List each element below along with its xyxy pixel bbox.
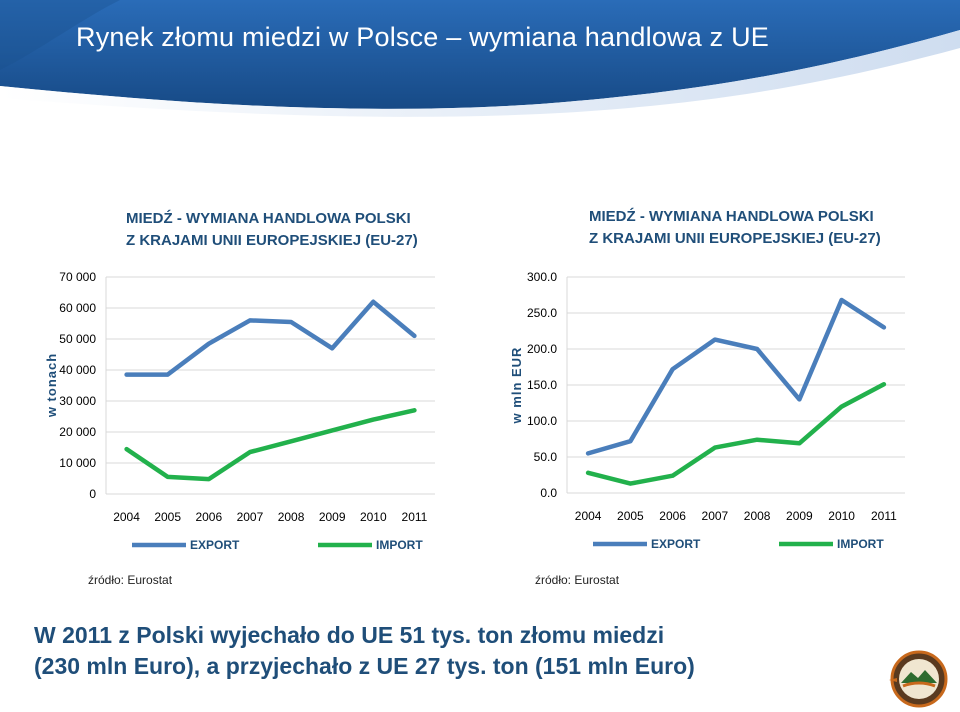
y-tick-labels: 0.0 50.0 100.0 150.0 200.0 250.0 300.0 [527, 270, 557, 500]
series-lines [124, 299, 417, 482]
legend: EXPORT IMPORT [132, 538, 423, 552]
x-tick-label: 2009 [786, 509, 813, 523]
y-tick-label: 300.0 [527, 270, 557, 284]
series-line-export [585, 297, 887, 456]
source-note-left: źródło: Eurostat [88, 573, 173, 587]
slide-header: Rynek złomu miedzi w Polsce – wymiana ha… [0, 0, 960, 120]
x-tick-label: 2010 [360, 510, 387, 524]
slide-title: Rynek złomu miedzi w Polsce – wymiana ha… [76, 22, 769, 52]
y-tick-label: 150.0 [527, 378, 557, 392]
x-tick-label: 2004 [113, 510, 140, 524]
y-tick-label: 50 000 [59, 332, 96, 346]
x-tick-label: 2007 [237, 510, 264, 524]
x-tick-label: 2005 [154, 510, 181, 524]
chart-title-line1: MIEDŹ - WYMIANA HANDLOWA POLSKI [126, 210, 411, 227]
y-tick-label: 10 000 [59, 456, 96, 470]
organization-logo [889, 650, 948, 708]
legend-label-import: IMPORT [376, 538, 423, 552]
y-tick-label: 200.0 [527, 342, 557, 356]
x-tick-label: 2006 [659, 509, 686, 523]
x-tick-label: 2008 [744, 509, 771, 523]
y-tick-label: 0 [89, 487, 96, 501]
source-note-right: źródło: Eurostat [535, 573, 620, 587]
chart-title-line2: Z KRAJAMI UNII EUROPEJSKIEJ (EU-27) [126, 232, 418, 249]
y-tick-labels: 0 10 000 20 000 30 000 40 000 50 000 60 000 70 … [59, 270, 96, 501]
series-line-import [585, 382, 887, 486]
x-tick-label: 2011 [402, 510, 428, 524]
y-tick-label: 250.0 [527, 306, 557, 320]
series-line-export [124, 299, 417, 377]
legend: EXPORT IMPORT [593, 537, 884, 551]
x-tick-label: 2004 [575, 509, 602, 523]
x-tick-label: 2007 [702, 509, 729, 523]
chart-value: MIEDŹ - WYMIANA HANDLOWA POLSKI Z KRAJAM… [509, 208, 905, 551]
legend-label-export: EXPORT [651, 537, 701, 551]
summary-line-1: W 2011 z Polski wyjechało do UE 51 tys. … [34, 622, 665, 648]
x-tick-label: 2010 [828, 509, 855, 523]
x-tick-label: 2008 [278, 510, 305, 524]
y-tick-label: 20 000 [59, 425, 96, 439]
legend-label-import: IMPORT [837, 537, 884, 551]
chart-title-line1: MIEDŹ - WYMIANA HANDLOWA POLSKI [589, 208, 874, 225]
grid-lines [566, 276, 905, 494]
x-tick-labels: 2004 2005 2006 2007 2008 2009 2010 2011 [113, 510, 427, 524]
y-axis-label: w mln EUR [509, 347, 524, 425]
y-tick-label: 50.0 [534, 450, 558, 464]
y-tick-label: 30 000 [59, 394, 96, 408]
x-tick-label: 2009 [319, 510, 346, 524]
y-tick-label: 40 000 [59, 363, 96, 377]
y-axis-label: w tonach [44, 353, 59, 418]
y-tick-label: 60 000 [59, 301, 96, 315]
y-tick-label: 0.0 [540, 486, 557, 500]
header-background [0, 0, 960, 120]
x-tick-labels: 2004 2005 2006 2007 2008 2009 2010 2011 [575, 509, 897, 523]
summary-text: W 2011 z Polski wyjechało do UE 51 tys. … [34, 620, 695, 682]
x-tick-label: 2005 [617, 509, 644, 523]
chart-tonnage: MIEDŹ - WYMIANA HANDLOWA POLSKI Z KRAJAM… [44, 210, 435, 552]
chart-title-line2: Z KRAJAMI UNII EUROPEJSKIEJ (EU-27) [589, 230, 881, 247]
x-tick-label: 2011 [871, 509, 897, 523]
y-tick-label: 100.0 [527, 414, 557, 428]
legend-label-export: EXPORT [190, 538, 240, 552]
summary-line-2: (230 mln Euro), a przyjechało z UE 27 ty… [34, 653, 695, 679]
series-line-import [124, 408, 417, 482]
x-tick-label: 2006 [195, 510, 222, 524]
series-lines [585, 297, 887, 486]
y-tick-label: 70 000 [59, 270, 96, 284]
